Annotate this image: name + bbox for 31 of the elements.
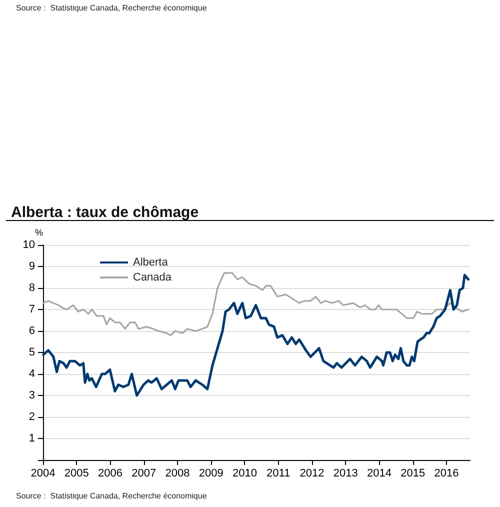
x-tick-label: 2015 bbox=[400, 468, 426, 480]
y-tick-label: 2 bbox=[28, 411, 35, 423]
legend-label: Alberta bbox=[133, 256, 169, 268]
x-tick-label: 2013 bbox=[333, 468, 358, 480]
x-tick-label: 2012 bbox=[300, 468, 324, 480]
source-note: Source : Statistique Canada, Recherche économique bbox=[16, 492, 208, 500]
y-tick-label: 5 bbox=[28, 346, 35, 358]
y-tick-label: 7 bbox=[28, 304, 35, 316]
y-tick-label: 9 bbox=[28, 260, 35, 272]
x-tick-label: 2016 bbox=[434, 468, 459, 480]
line-series bbox=[42, 274, 470, 397]
source-note: Source : Statistique Canada, Recherche économique bbox=[16, 4, 208, 12]
y-tick-label: 6 bbox=[28, 325, 35, 337]
y-tick-label: 3 bbox=[28, 390, 35, 402]
x-tick-label: 2005 bbox=[64, 468, 89, 480]
y-tick-label: 10 bbox=[22, 239, 35, 251]
y-axis-title: % bbox=[34, 228, 43, 238]
chart-title: Alberta : taux de chômage bbox=[11, 204, 199, 221]
x-tick-label: 2014 bbox=[366, 468, 392, 480]
x-tick-label: 2009 bbox=[198, 468, 224, 480]
x-tick-label: 2007 bbox=[132, 468, 156, 480]
x-tick-label: 2004 bbox=[30, 468, 56, 480]
y-tick-label: 4 bbox=[28, 368, 35, 380]
x-tick-label: 2011 bbox=[266, 468, 290, 480]
x-tick-label: 2010 bbox=[232, 468, 257, 480]
legend-label: Canada bbox=[133, 272, 172, 284]
y-tick-label: 1 bbox=[28, 432, 35, 444]
x-tick-label: 2008 bbox=[165, 468, 190, 480]
x-tick-label: 2006 bbox=[98, 468, 122, 480]
line-series bbox=[42, 272, 470, 336]
y-tick-label: 8 bbox=[28, 282, 35, 294]
